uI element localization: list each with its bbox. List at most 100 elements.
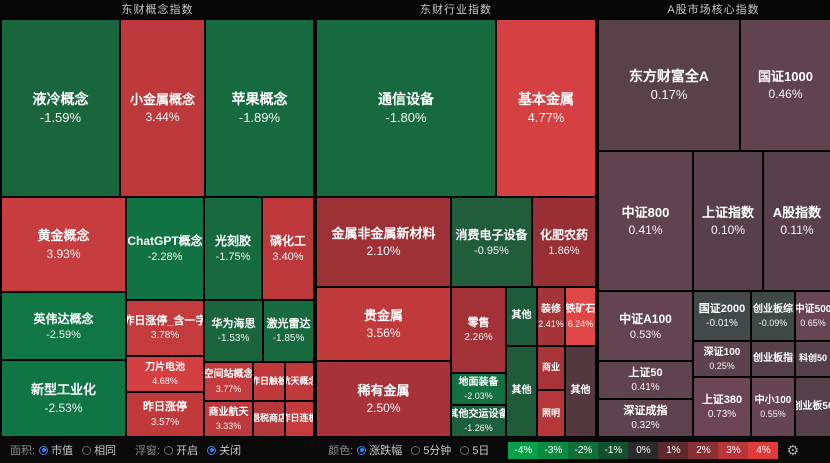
treemap-tile[interactable]: 创业板指 xyxy=(752,342,794,376)
treemap-tile[interactable]: 铁矿石 6.24% xyxy=(566,288,595,345)
tile-change-pct: 3.44% xyxy=(145,110,180,125)
treemap-tile[interactable]: 科创50 xyxy=(796,342,830,376)
treemap-tile[interactable]: 其他 xyxy=(507,288,536,345)
treemap-tile[interactable]: ChatGPT概念 -2.28% xyxy=(127,198,203,299)
legend-swatch[interactable]: 3% xyxy=(718,441,749,459)
treemap-tile[interactable]: 小金属概念 3.44% xyxy=(121,20,204,196)
radio-option[interactable]: 5分钟 xyxy=(411,442,451,458)
radio-option[interactable]: 开启 xyxy=(164,442,198,458)
radio-option[interactable]: 市值 xyxy=(39,442,73,458)
tile-name: 中证500 xyxy=(796,303,830,315)
tile-name: 其他 xyxy=(570,385,591,397)
legend-swatch[interactable]: -2% xyxy=(568,441,599,459)
tile-change-pct: -1.80% xyxy=(385,110,427,126)
tile-name: 国证1000 xyxy=(758,68,813,84)
tile-name: 华为海思 xyxy=(211,317,256,330)
treemap-tile[interactable]: 国证2000 -0.01% xyxy=(694,292,750,340)
treemap-tile[interactable]: 商业航天 3.33% xyxy=(205,402,252,436)
tile-change-pct: -1.26% xyxy=(464,423,493,434)
tile-name: 国证2000 xyxy=(698,302,746,315)
treemap-tile[interactable]: 稀有金属 2.50% xyxy=(317,362,450,436)
tile-name: 地面装备 xyxy=(458,376,499,388)
treemap-tile[interactable]: 创业板50 xyxy=(796,378,830,436)
treemap-tile[interactable]: 商业 xyxy=(538,347,564,389)
radio-option[interactable]: 关闭 xyxy=(207,442,241,458)
tile-change-pct: 0.53% xyxy=(629,328,662,341)
tile-name: 照明 xyxy=(541,407,560,418)
tile-change-pct: 1.86% xyxy=(548,244,580,257)
treemap-tile[interactable]: 基本金属 4.77% xyxy=(497,20,595,196)
treemap-tile[interactable]: 化肥农药 1.86% xyxy=(533,198,595,286)
tile-name: A股指数 xyxy=(772,204,822,220)
treemap-tile[interactable]: 地面装备 -2.03% xyxy=(452,374,505,404)
treemap-tile[interactable]: 照明 xyxy=(538,391,564,436)
treemap-tile[interactable]: 上证380 0.73% xyxy=(694,378,750,436)
radio-option[interactable]: 相同 xyxy=(82,442,116,458)
radio-unselected-icon xyxy=(460,445,470,455)
tile-name: 昨日涨停 xyxy=(143,401,187,414)
tile-name: 激光雷达 xyxy=(266,317,311,330)
treemap-tile[interactable]: 中证A100 0.53% xyxy=(599,292,692,360)
treemap-tile[interactable]: 贵金属 3.56% xyxy=(317,288,450,360)
treemap-tile[interactable]: 其他交运设备 -1.26% xyxy=(452,406,505,436)
tile-name: 新型工业化 xyxy=(30,382,96,398)
treemap-tile[interactable]: 中小100 0.55% xyxy=(752,378,794,436)
treemap-tile[interactable]: 金属非金属新材料 2.10% xyxy=(317,198,450,286)
treemap-tile[interactable]: 空间站概念 3.77% xyxy=(205,363,252,400)
treemap-tile[interactable]: A股指数 0.11% xyxy=(764,152,830,290)
treemap-tile[interactable]: 创业板综 -0.09% xyxy=(752,292,794,340)
treemap-tile[interactable]: 英伟达概念 -2.59% xyxy=(2,293,125,359)
tile-change-pct: -0.01% xyxy=(706,318,738,330)
treemap-tile[interactable]: 激光雷达 -1.85% xyxy=(264,301,313,361)
tile-name: 刀片电池 xyxy=(145,361,185,373)
legend-swatch[interactable]: -1% xyxy=(598,441,629,459)
treemap-tile[interactable]: 装修 2.41% xyxy=(538,288,564,345)
legend-swatch[interactable]: -4% xyxy=(508,441,539,459)
treemap-tile[interactable]: 其他 xyxy=(566,347,595,436)
gear-icon[interactable]: ⚙ xyxy=(786,442,799,458)
treemap-tile[interactable]: 昨日涨停_含一字 3.78% xyxy=(127,301,203,355)
treemap-tile[interactable]: 磷化工 3.40% xyxy=(263,198,313,299)
radio-option[interactable]: 涨跌幅 xyxy=(357,442,402,458)
treemap-tile[interactable]: 昨日涨停 3.57% xyxy=(127,393,203,436)
treemap-tile[interactable]: 东方财富全A 0.17% xyxy=(599,20,739,150)
treemap-tile[interactable]: 光刻胶 -1.75% xyxy=(205,198,261,299)
treemap-tile[interactable]: 国证1000 0.46% xyxy=(741,20,830,150)
tile-name: 黄金概念 xyxy=(37,228,90,244)
treemap-tile[interactable]: 上证50 0.41% xyxy=(599,362,692,398)
treemap-tile[interactable]: 深证成指 0.32% xyxy=(599,400,692,436)
tile-name: 航天概念 xyxy=(286,375,313,386)
tile-change-pct: 4.68% xyxy=(152,376,178,387)
treemap-tile[interactable]: 昨日触板 xyxy=(254,363,284,400)
treemap-tile[interactable]: 中证500 0.65% xyxy=(796,292,830,340)
treemap-tile[interactable]: 退税商店 xyxy=(254,402,284,436)
treemap-tile[interactable]: 航天概念 xyxy=(286,363,313,400)
treemap-tile[interactable]: 中证800 0.41% xyxy=(599,152,692,290)
legend-swatch[interactable]: 1% xyxy=(658,441,689,459)
treemap-tile[interactable]: 苹果概念 -1.89% xyxy=(206,20,313,196)
treemap-tile[interactable]: 昨日连板 xyxy=(286,402,313,436)
tile-change-pct: -2.53% xyxy=(44,400,83,415)
treemap-tile[interactable]: 华为海思 -1.53% xyxy=(205,301,262,361)
legend-swatch[interactable]: 0% xyxy=(628,441,659,459)
legend-swatch[interactable]: 2% xyxy=(688,441,719,459)
treemap-tile[interactable]: 上证指数 0.10% xyxy=(694,152,762,290)
tile-name: 其他交运设备 xyxy=(452,408,505,420)
treemap-tile[interactable]: 零售 2.26% xyxy=(452,288,505,372)
treemap-tile[interactable]: 液冷概念 -1.59% xyxy=(2,20,119,196)
treemap-tile[interactable]: 刀片电池 4.68% xyxy=(127,357,203,391)
treemap-tile[interactable]: 新型工业化 -2.53% xyxy=(2,361,125,436)
tile-change-pct: 0.55% xyxy=(760,409,786,420)
tile-change-pct: 6.24% xyxy=(567,318,594,329)
radio-option-label: 相同 xyxy=(94,445,117,457)
treemap-tile[interactable]: 通信设备 -1.80% xyxy=(317,20,495,196)
tile-change-pct: 0.17% xyxy=(650,87,688,103)
treemap-tile[interactable]: 消费电子设备 -0.95% xyxy=(452,198,531,286)
treemap-tile[interactable]: 黄金概念 3.93% xyxy=(2,198,125,291)
legend-swatch[interactable]: 4% xyxy=(748,441,779,459)
radio-option[interactable]: 5日 xyxy=(460,442,489,458)
radio-unselected-icon xyxy=(164,445,174,455)
treemap-tile[interactable]: 其他 xyxy=(507,347,536,436)
legend-swatch[interactable]: -3% xyxy=(538,441,569,459)
treemap-tile[interactable]: 深证100 0.25% xyxy=(694,342,750,376)
